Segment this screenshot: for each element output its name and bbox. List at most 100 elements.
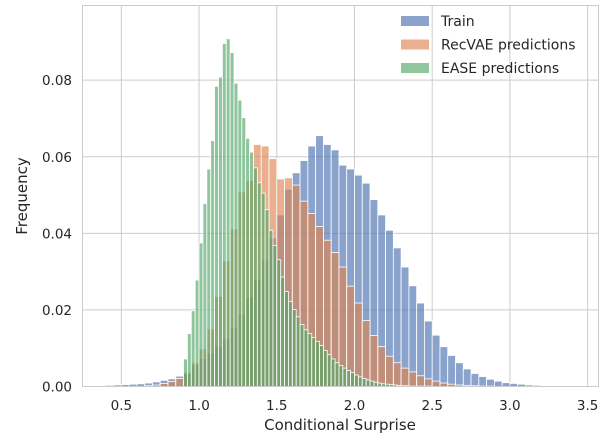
- histogram-bar: [202, 203, 208, 387]
- histogram-bar: [214, 85, 219, 387]
- histogram-bar: [408, 371, 418, 387]
- histogram-bar: [455, 362, 464, 387]
- y-tick-label: 0.04: [42, 226, 72, 242]
- histogram-bar: [190, 310, 196, 387]
- histogram-bar: [249, 151, 254, 387]
- legend-label: RecVAE predictions: [441, 38, 576, 54]
- series-3-bars: [183, 38, 433, 387]
- legend-label: Train: [440, 14, 475, 30]
- histogram-bar: [268, 229, 274, 387]
- histogram-bar: [237, 99, 243, 387]
- histogram-bar: [233, 82, 239, 387]
- histogram-bar: [295, 316, 301, 387]
- histogram-bar: [187, 333, 192, 387]
- histogram-bar: [493, 380, 503, 387]
- histogram-bar: [323, 350, 328, 387]
- histogram-bar: [501, 382, 511, 387]
- histogram-bar: [424, 320, 433, 387]
- histogram-bar: [272, 245, 278, 387]
- histogram-bar: [357, 376, 363, 387]
- histogram-bar: [470, 373, 480, 387]
- histogram-bar: [334, 362, 340, 387]
- histogram-bar: [439, 382, 449, 387]
- y-tick-label: 0.02: [42, 303, 72, 319]
- histogram-bar: [447, 355, 456, 387]
- histogram-bar: [400, 367, 410, 387]
- histogram-bar: [288, 301, 293, 387]
- x-tick-label: 0.5: [111, 398, 132, 414]
- histogram-bar: [291, 309, 297, 387]
- histogram-bar: [377, 382, 383, 387]
- histogram-bar: [194, 279, 200, 387]
- histogram-bar: [210, 140, 216, 387]
- histogram-bar: [229, 52, 235, 387]
- histogram-bar: [241, 117, 247, 387]
- legend-swatch: [401, 39, 429, 50]
- histogram-bar: [392, 362, 402, 387]
- y-tick-label: 0.00: [42, 380, 72, 396]
- histogram-bar: [307, 333, 313, 387]
- y-tick-label: 0.06: [42, 150, 72, 166]
- x-tick-label: 2.0: [344, 398, 365, 414]
- legend-swatch: [401, 63, 429, 73]
- y-axis-label: Frequency: [13, 157, 31, 235]
- histogram-bar: [245, 137, 250, 387]
- histogram-bar: [311, 337, 317, 387]
- histogram-bar: [299, 324, 305, 387]
- histogram-bar: [486, 378, 495, 387]
- histogram-bar: [431, 380, 441, 387]
- histogram-bar: [377, 346, 386, 387]
- histogram-bar: [264, 209, 270, 387]
- histogram-bars: [89, 38, 589, 387]
- histogram-bar: [260, 192, 266, 387]
- histogram-bar: [361, 320, 371, 387]
- histogram-bar: [408, 285, 418, 387]
- histogram-bar: [319, 345, 324, 387]
- histogram-bar: [369, 380, 375, 387]
- histogram-bar: [365, 379, 371, 387]
- histogram-bar: [416, 375, 425, 387]
- histogram-bar: [253, 167, 258, 387]
- legend: Train RecVAE predictions EASE predictions: [401, 14, 576, 77]
- x-tick-labels: 0.5 1.0 1.5 2.0 2.5 3.0 3.5: [111, 398, 599, 414]
- x-tick-label: 2.5: [421, 398, 442, 414]
- histogram-bar: [350, 372, 355, 387]
- histogram-bar: [369, 335, 379, 387]
- x-tick-label: 1.0: [188, 398, 209, 414]
- histogram-bar: [373, 381, 379, 387]
- histogram-bar: [183, 358, 188, 387]
- legend-label: EASE predictions: [441, 61, 559, 77]
- histogram-bar: [431, 334, 441, 387]
- histogram-bar: [280, 276, 285, 387]
- x-tick-label: 3.0: [499, 398, 520, 414]
- x-tick-label: 3.5: [577, 398, 598, 414]
- histogram-bar: [439, 346, 449, 387]
- histogram-bar: [284, 291, 289, 387]
- x-tick-label: 1.5: [266, 398, 287, 414]
- histogram-bar: [206, 168, 212, 387]
- histogram-bar: [416, 302, 425, 387]
- y-tick-label: 0.08: [42, 73, 72, 89]
- histogram-bar: [315, 340, 320, 387]
- histogram-bar: [198, 242, 204, 387]
- histogram-bar: [256, 182, 262, 387]
- histogram-bar: [346, 370, 352, 387]
- histogram-bar: [342, 367, 348, 387]
- histogram-bar: [385, 355, 394, 387]
- x-axis-label: Conditional Surprise: [264, 416, 416, 434]
- histogram-bar: [218, 76, 223, 387]
- histogram-bar: [221, 43, 227, 387]
- histogram-bar: [276, 259, 282, 387]
- plot-frame: [82, 5, 599, 387]
- histogram-bar: [478, 376, 487, 387]
- histogram-bar: [354, 374, 359, 387]
- histogram-bar: [330, 358, 336, 387]
- histogram-bar: [354, 302, 363, 387]
- histogram-bar: [303, 329, 309, 387]
- y-tick-labels: 0.00 0.02 0.04 0.06 0.08: [42, 73, 72, 395]
- histogram-bar: [175, 378, 184, 387]
- histogram-bar: [462, 368, 472, 387]
- histogram-bar: [225, 38, 231, 387]
- histogram-bar: [338, 365, 344, 387]
